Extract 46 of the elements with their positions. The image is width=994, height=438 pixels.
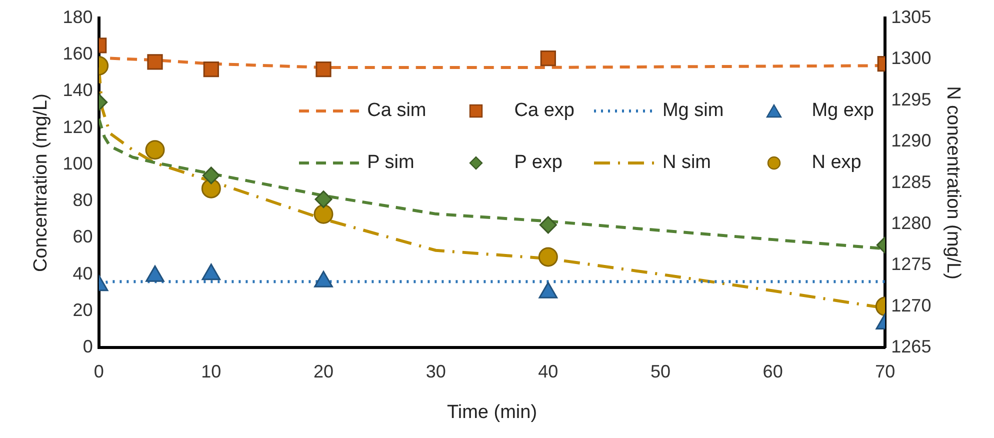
x-tick-label: 20 [313,361,334,382]
y2-tick-label: 1265 [891,336,932,357]
y-tick-label: 80 [72,190,93,210]
y-tick-label: 180 [62,6,93,27]
point [314,204,334,224]
y2-tick-label: 1275 [891,254,932,274]
y-tick-label: 20 [72,300,93,320]
y-tick-label: 160 [62,44,93,64]
point [202,264,221,280]
y-tick-label: 40 [72,263,93,284]
point [314,270,333,288]
y-tick-label: 100 [62,153,93,174]
point [146,265,164,282]
y2-axis-title: N concentration (mg/L) [942,86,964,280]
legend-label: Ca exp [514,100,574,122]
point [145,140,165,160]
legend-label: P sim [367,152,414,174]
x-tick-label: 50 [650,361,671,382]
point [147,54,163,70]
x-tick-label: 30 [426,361,446,382]
y2-tick-label: 1305 [891,6,932,27]
legend-label: Ca sim [367,100,426,122]
y-tick-label: 0 [82,336,93,357]
y-tick-label: 120 [62,116,93,137]
point [203,61,219,78]
x-tick-label: 60 [762,361,783,382]
x-axis-title: Time (min) [446,402,538,423]
y-axis-title: Concentration (mg/L) [30,94,52,272]
y-tick-label: 140 [62,80,93,100]
legend-label: Mg sim [662,100,724,122]
point [201,178,221,198]
y2-tick-label: 1270 [891,295,932,316]
legend-label: N exp [812,152,862,174]
point [316,61,332,78]
x-tick-label: 70 [875,361,896,382]
legend-label: Mg exp [812,100,874,122]
y2-tick-label: 1295 [891,89,932,110]
y2-tick-label: 1300 [891,48,932,68]
legend-label: N sim [662,152,712,174]
y-tick-label: 60 [72,226,93,247]
y2-tick-label: 1280 [891,212,932,233]
legend-label: P exp [514,152,562,174]
y2-tick-label: 1285 [891,172,932,192]
x-tick-label: 40 [538,361,558,382]
y2-tick-label: 1290 [891,130,932,151]
x-tick-label: 10 [201,361,222,382]
